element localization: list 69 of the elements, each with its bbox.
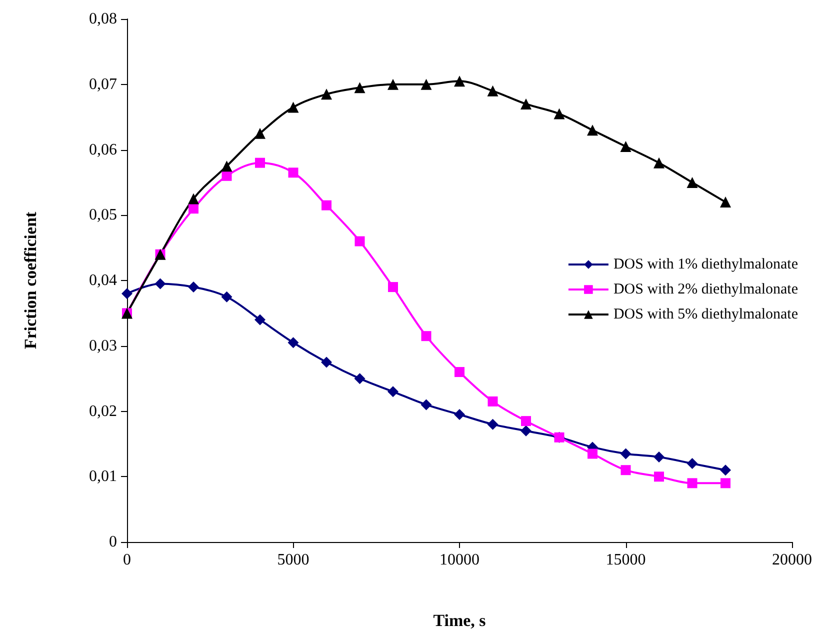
- legend-label: DOS with 1% diethylmalonate: [613, 256, 798, 272]
- point: [520, 425, 532, 436]
- point: [720, 478, 730, 488]
- point: [588, 448, 598, 459]
- point: [388, 282, 398, 292]
- point: [620, 465, 631, 476]
- point: [686, 176, 698, 188]
- point: [221, 160, 232, 172]
- point: [720, 464, 731, 476]
- point: [487, 85, 498, 96]
- point: [221, 291, 232, 302]
- point: [587, 124, 598, 136]
- point: [720, 196, 731, 208]
- x-tick-label: 0: [123, 552, 131, 568]
- point: [288, 102, 299, 113]
- y-tick-label: 0,05: [89, 206, 117, 224]
- point: [288, 337, 299, 348]
- point: [321, 88, 332, 100]
- point: [388, 386, 398, 398]
- legend-label: DOS with 5% diethylmalonate: [613, 306, 798, 322]
- point: [188, 282, 199, 293]
- point: [654, 452, 664, 463]
- point: [686, 458, 698, 470]
- point: [687, 478, 698, 488]
- point: [620, 448, 632, 460]
- point: [454, 76, 465, 87]
- point: [354, 82, 366, 94]
- y-tick-label: 0: [109, 534, 117, 550]
- point: [354, 373, 366, 384]
- x-tick-label: 10000: [440, 552, 480, 568]
- point: [222, 170, 232, 181]
- y-tick-label: 0,06: [89, 141, 117, 158]
- y-tick-label: 0,08: [89, 10, 117, 28]
- x-tick-label: 5000: [277, 552, 310, 568]
- y-tick-label: 0,02: [89, 402, 117, 420]
- point: [488, 396, 498, 406]
- x-tick-label: 20000: [772, 552, 812, 568]
- point: [454, 367, 464, 378]
- point: [487, 418, 498, 430]
- point: [255, 158, 265, 168]
- y-tick-label: 0,01: [89, 468, 117, 486]
- point: [322, 200, 332, 210]
- point: [654, 472, 664, 482]
- point: [520, 98, 532, 110]
- point: [288, 168, 298, 178]
- x-tick-label: 15000: [606, 552, 646, 568]
- point: [554, 108, 565, 120]
- point: [122, 288, 132, 300]
- point: [154, 278, 166, 290]
- point: [388, 78, 398, 90]
- y-tick-label: 0,03: [89, 337, 117, 354]
- point: [354, 236, 365, 246]
- point: [321, 356, 332, 368]
- point: [521, 416, 531, 426]
- point: [620, 140, 632, 152]
- point: [188, 204, 198, 214]
- point: [654, 157, 664, 168]
- legend-label: DOS with 2% diethylmalonate: [613, 282, 798, 298]
- y-tick-label: 0,07: [89, 76, 117, 93]
- point: [421, 331, 432, 342]
- y-tick-label: 0,04: [89, 272, 117, 289]
- point: [188, 193, 199, 204]
- point: [454, 409, 465, 420]
- x-axis-title: Time, s: [433, 611, 486, 630]
- point: [254, 314, 266, 326]
- point: [420, 399, 432, 410]
- point: [254, 128, 266, 139]
- point: [420, 78, 432, 90]
- y-axis-title: Friction coefficient: [21, 211, 40, 350]
